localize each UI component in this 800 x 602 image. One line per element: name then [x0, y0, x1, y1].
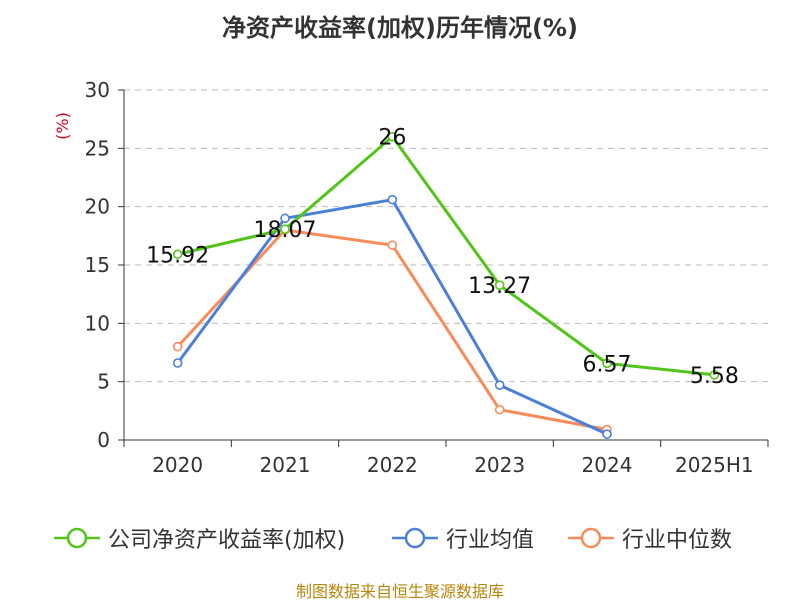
legend-item: 行业中位数	[566, 518, 732, 558]
data-label: 13.27	[468, 274, 531, 299]
x-tick-label: 2024	[582, 453, 633, 477]
legend: 公司净资产收益率(加权) 行业均值 行业中位数	[0, 518, 800, 558]
axes	[118, 89, 769, 447]
data-point	[494, 404, 505, 415]
y-tick-labels: 0 5 10 15 20 25 30	[85, 78, 110, 452]
series-line	[176, 228, 608, 431]
series-lines	[172, 131, 720, 439]
data-label: 26	[378, 126, 406, 151]
source-note: 制图数据来自恒生聚源数据库	[295, 582, 504, 601]
data-label: 18.07	[254, 218, 317, 243]
x-tick-label: 2020	[152, 453, 203, 477]
data-point	[172, 341, 183, 352]
data-point	[387, 240, 398, 250]
legend-label: 行业中位数	[622, 528, 733, 553]
x-tick-label: 2025H1	[675, 453, 754, 477]
data-point	[280, 224, 290, 234]
data-point	[172, 358, 183, 368]
x-tick-labels: 2020 2021 2022 2023 2024 2025H1	[152, 453, 753, 477]
data-label: 6.57	[583, 352, 632, 377]
x-tick-label: 2022	[367, 453, 418, 477]
series-line	[177, 135, 715, 377]
y-axis-label: (%)	[53, 112, 72, 140]
data-label: 15.92	[146, 243, 209, 268]
data-point	[280, 213, 290, 224]
data-point	[387, 131, 398, 142]
legend-item: 公司净资产收益率(加权)	[52, 518, 345, 558]
y-tick-label: 10	[85, 311, 110, 335]
data-point	[387, 194, 398, 205]
y-tick-label: 30	[85, 78, 110, 102]
legend-item: 行业均值	[390, 518, 534, 558]
legend-swatch-icon	[392, 527, 438, 549]
data-point	[709, 370, 720, 380]
data-label: 5.58	[690, 364, 739, 389]
legend-label: 行业均值	[446, 528, 535, 553]
y-tick-label: 20	[85, 195, 110, 219]
data-point	[602, 429, 612, 439]
grid-lines	[124, 89, 768, 383]
legend-swatch-icon	[54, 527, 100, 549]
y-tick-label: 15	[85, 253, 110, 277]
y-tick-label: 5	[97, 370, 110, 394]
data-point	[172, 249, 183, 260]
x-tick-label: 2021	[260, 453, 311, 477]
data-point	[494, 280, 505, 290]
y-tick-label: 0	[97, 428, 110, 452]
legend-label: 公司净资产收益率(加权)	[108, 528, 346, 553]
data-point	[602, 358, 612, 369]
legend-swatch-icon	[568, 527, 614, 549]
x-tick-label: 2023	[474, 453, 525, 477]
y-tick-label: 25	[85, 136, 110, 160]
chart-title: 净资产收益率(加权)历年情况(%)	[222, 14, 578, 42]
data-point	[494, 380, 505, 390]
data-labels: 15.92 18.07 26 13.27 6.57 5.58	[146, 126, 739, 389]
